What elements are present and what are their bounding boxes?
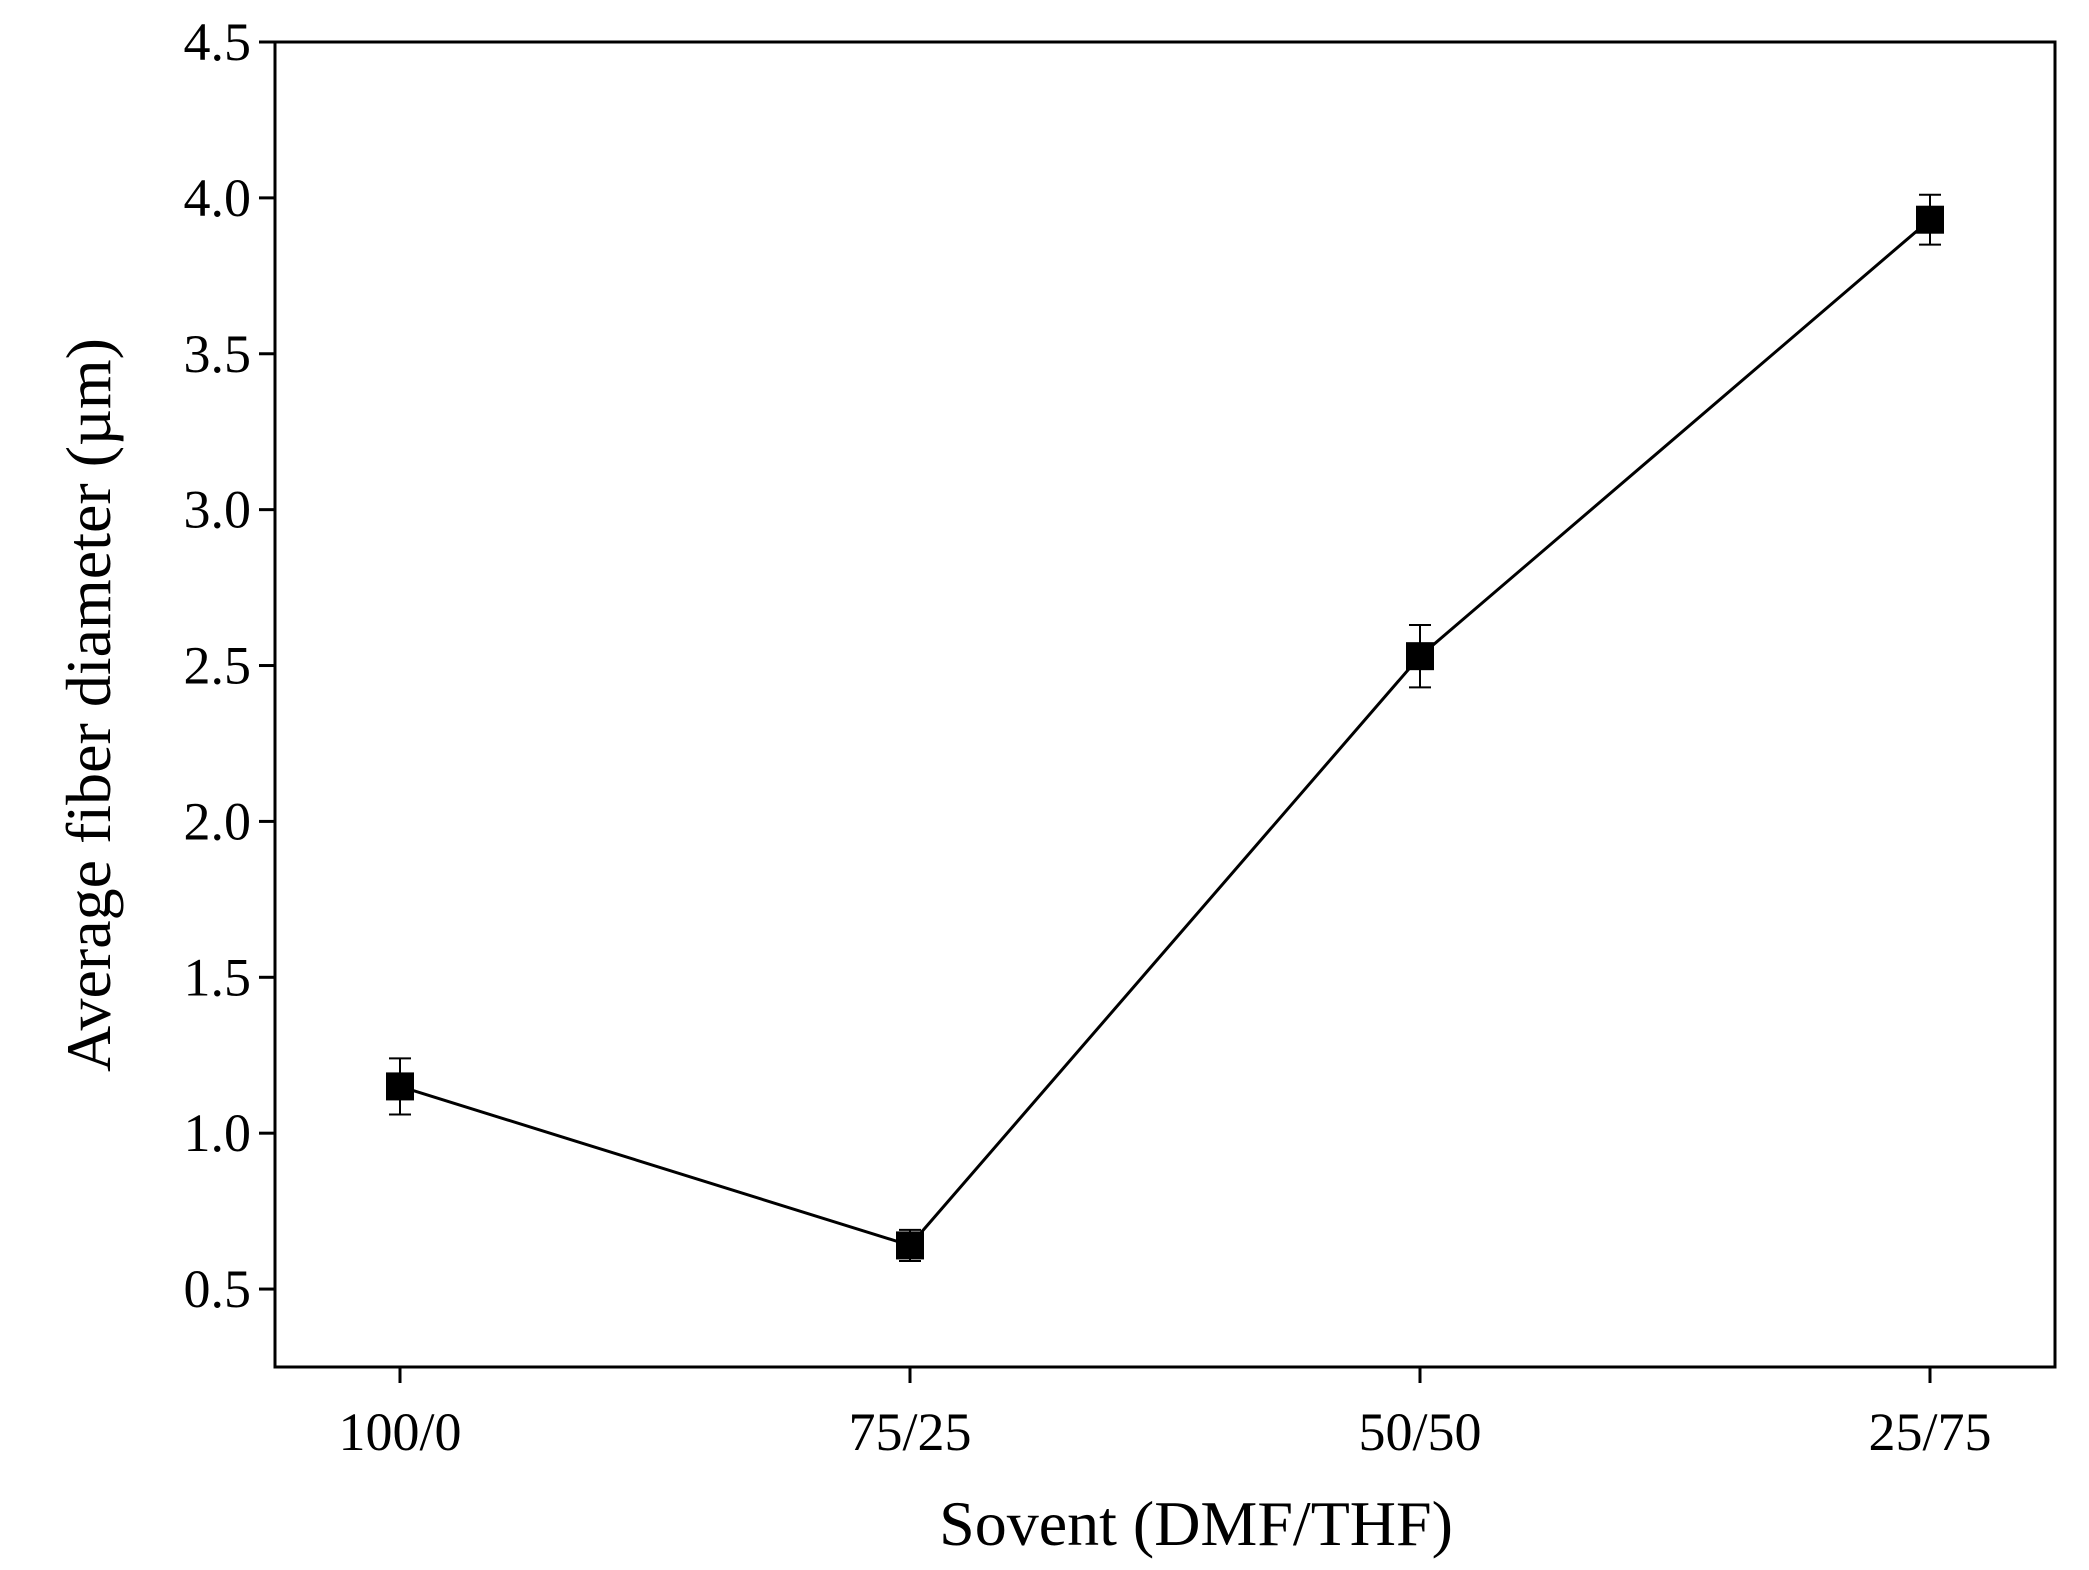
y-tick-label: 2.0 (184, 791, 252, 851)
data-point (896, 1231, 924, 1260)
data-point (1406, 642, 1434, 671)
x-tick-label: 50/50 (1358, 1402, 1481, 1462)
y-tick-label: 4.5 (184, 12, 252, 72)
y-axis: 0.5 1.0 1.5 2.0 2.5 3.0 3.5 4.0 4.5 (184, 12, 275, 1319)
series-line (399, 218, 1931, 1248)
y-tick-label: 3.5 (184, 324, 252, 384)
y-tick-label: 3.0 (184, 480, 252, 540)
y-tick-label: 2.5 (184, 636, 252, 696)
x-tick-label: 100/0 (338, 1402, 461, 1462)
y-tick-label: 4.0 (184, 168, 252, 228)
plot-content (386, 193, 1944, 1262)
data-point (1916, 205, 1944, 234)
x-tick-label: 25/75 (1868, 1402, 1991, 1462)
data-point (386, 1072, 414, 1101)
y-tick-label: 1.5 (184, 947, 252, 1007)
y-tick-label: 0.5 (184, 1259, 252, 1319)
y-tick-label: 1.0 (184, 1103, 252, 1163)
x-axis: 100/0 75/25 50/50 25/75 (338, 1367, 1992, 1462)
y-axis-label: Average fiber diameter (µm) (53, 338, 124, 1072)
x-axis-label: Sovent (DMF/THF) (939, 1488, 1453, 1559)
x-tick-label: 75/25 (848, 1402, 971, 1462)
plot-frame (273, 40, 2057, 1369)
